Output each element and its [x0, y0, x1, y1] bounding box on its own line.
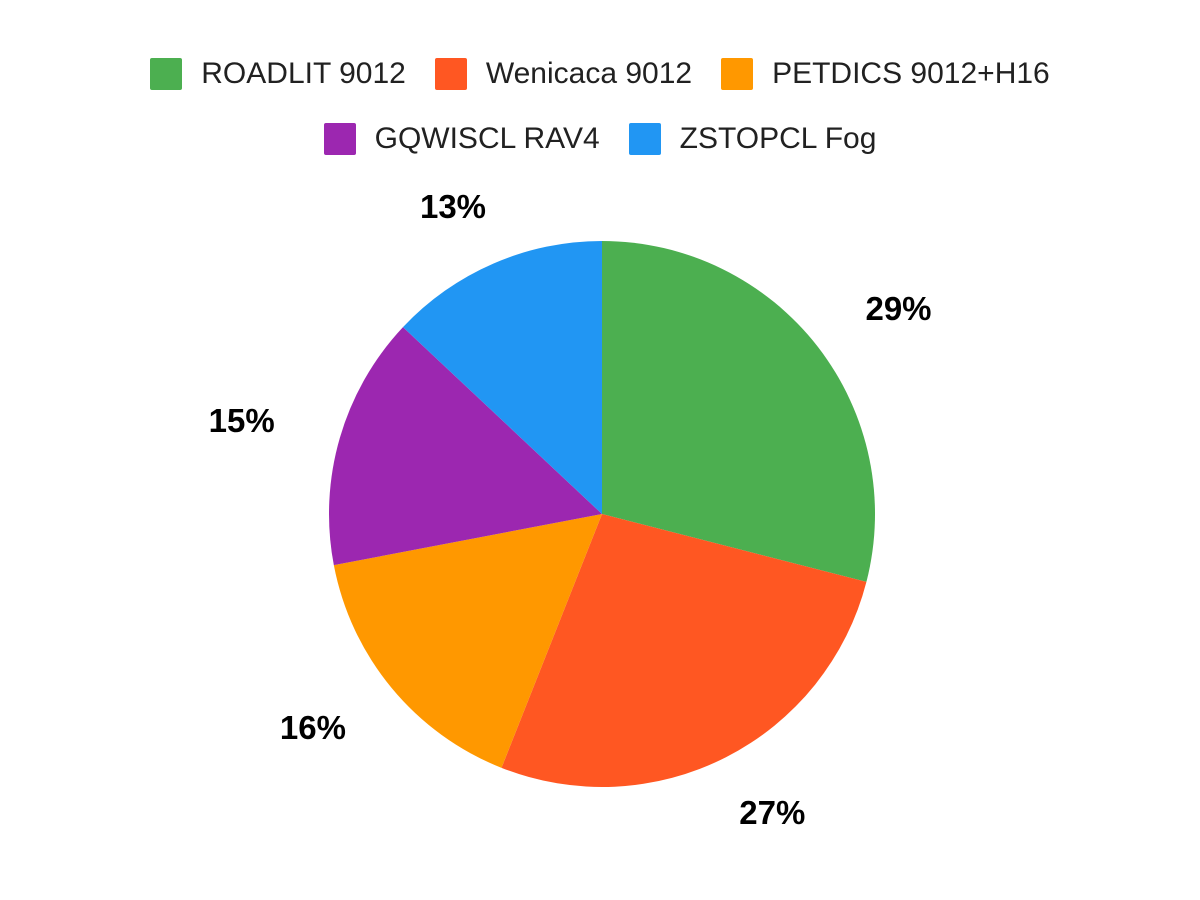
slice-percent-label-zstopcl-fog: 13% [420, 188, 486, 225]
legend-swatch-icon [150, 58, 183, 90]
legend-item-gqwiscl-rav4[interactable]: GQWISCL RAV4 [323, 122, 600, 155]
legend-swatch-icon [323, 123, 356, 155]
slice-percent-label-petdics-9012-h16: 16% [280, 709, 346, 746]
slice-percent-label-gqwiscl-rav4: 15% [209, 402, 275, 439]
pie-slice-petdics-9012-h16[interactable] [333, 514, 602, 768]
legend-swatch-icon [434, 58, 467, 90]
legend-row-2: GQWISCL RAV4 ZSTOPCL Fog [323, 122, 877, 155]
pie-slice-zstopcl-fog[interactable] [402, 241, 602, 514]
pie-slice-gqwiscl-rav4[interactable] [329, 327, 602, 566]
chart-legend: ROADLIT 9012 Wenicaca 9012 PETDICS 9012+… [0, 58, 1200, 155]
legend-item-zstopcl-fog[interactable]: ZSTOPCL Fog [628, 122, 877, 155]
pie-slice-roadlit-9012[interactable] [602, 241, 875, 582]
legend-label: ROADLIT 9012 [201, 57, 406, 90]
slice-percent-label-roadlit-9012: 29% [865, 290, 931, 327]
legend-swatch-icon [721, 58, 754, 90]
legend-row-1: ROADLIT 9012 Wenicaca 9012 PETDICS 9012+… [150, 57, 1050, 90]
legend-label: ZSTOPCL Fog [679, 122, 877, 155]
legend-label: GQWISCL RAV4 [374, 122, 600, 155]
legend-item-wenicaca-9012[interactable]: Wenicaca 9012 [434, 57, 693, 90]
legend-item-petdics-9012-h16[interactable]: PETDICS 9012+H16 [721, 58, 1050, 90]
pie-slice-wenicaca-9012[interactable] [501, 514, 867, 788]
legend-item-roadlit-9012[interactable]: ROADLIT 9012 [150, 58, 406, 90]
legend-label: PETDICS 9012+H16 [772, 57, 1050, 90]
legend-label: Wenicaca 9012 [485, 57, 693, 90]
legend-swatch-icon [628, 123, 661, 155]
slice-percent-label-wenicaca-9012: 27% [739, 794, 805, 831]
